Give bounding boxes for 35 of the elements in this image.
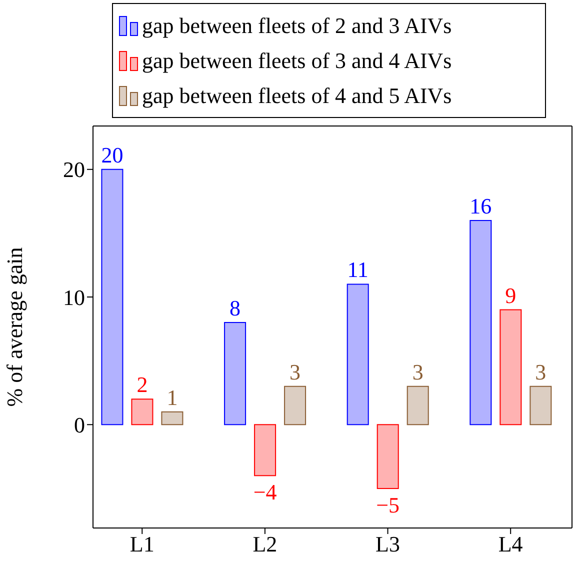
data-label: 16 (470, 193, 492, 218)
data-label: 8 (230, 296, 241, 321)
y-axis-title: % of average gain (2, 247, 27, 407)
x-tick-label: L4 (498, 532, 523, 557)
bar (500, 309, 522, 426)
data-label: 3 (290, 359, 301, 384)
bar (101, 168, 124, 426)
legend-label: gap between fleets of 4 and 5 AIVs (142, 82, 452, 108)
bar (346, 284, 369, 426)
data-label: 3 (535, 359, 546, 384)
bar (406, 386, 429, 426)
legend-label: gap between fleets of 2 and 3 AIVs (142, 12, 452, 38)
legend-label: gap between fleets of 3 and 4 AIVs (142, 48, 452, 74)
bar (254, 424, 276, 476)
data-label: −5 (376, 492, 400, 518)
y-tick-label: 10 (63, 284, 85, 310)
data-label: 20 (101, 142, 124, 168)
bar (224, 322, 246, 426)
bar (376, 424, 399, 489)
bar (470, 220, 492, 426)
data-label: 9 (505, 282, 516, 308)
data-label: 1 (166, 384, 178, 410)
data-label: 11 (347, 257, 368, 282)
bar (161, 411, 184, 426)
y-tick-label: 0 (74, 412, 85, 438)
x-tick-label: L3 (376, 532, 400, 557)
data-label: 3 (412, 359, 424, 384)
data-label: 2 (136, 372, 148, 398)
bar (131, 398, 154, 426)
x-tick-label: L1 (130, 532, 154, 557)
bar (284, 386, 306, 426)
x-tick-label: L2 (252, 532, 278, 557)
y-tick-label: 20 (63, 157, 85, 182)
bar (530, 386, 552, 426)
data-label: −4 (253, 480, 277, 505)
